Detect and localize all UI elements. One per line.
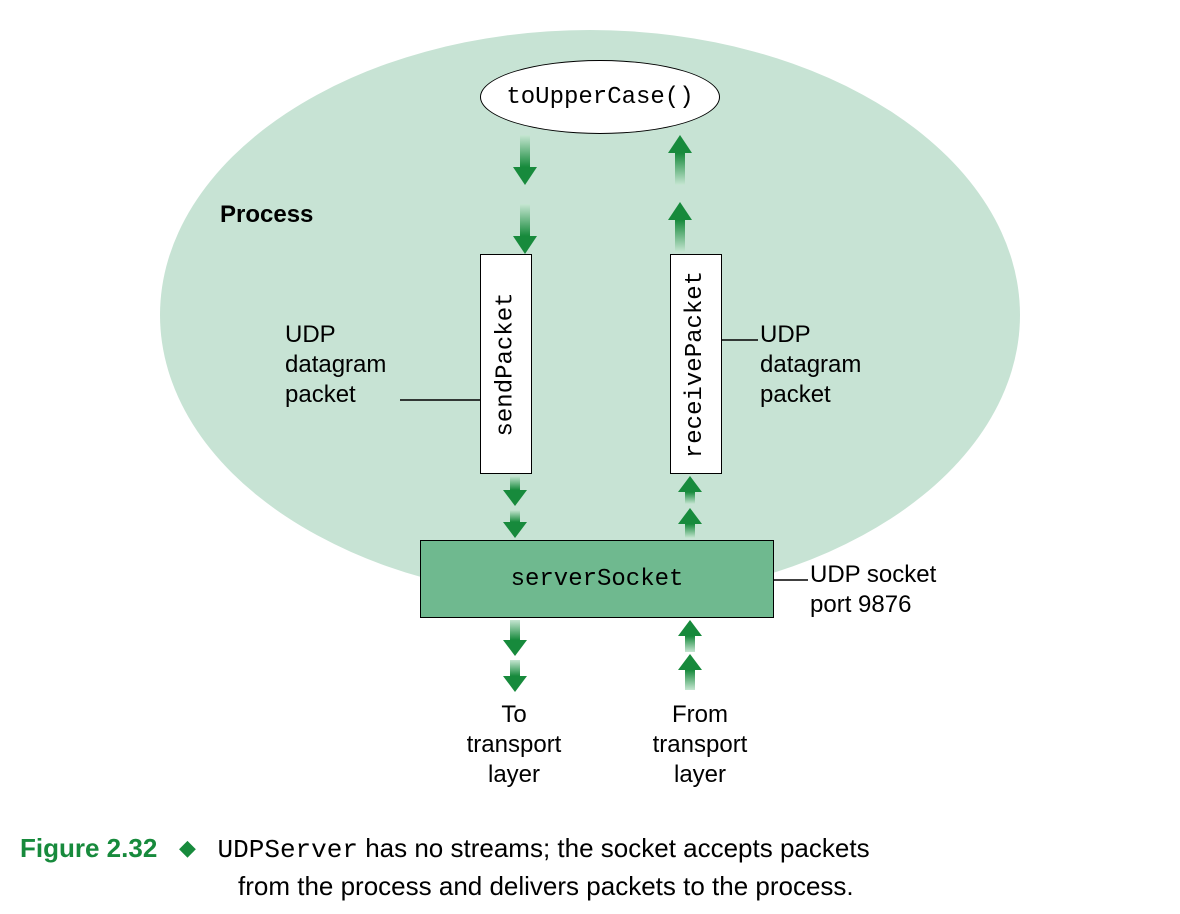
diagram-stage: toUpperCase() sendPacket receivePacket s… xyxy=(0,0,1180,914)
serversocket-label: serverSocket xyxy=(511,566,684,593)
from-transport-label: From transport layer xyxy=(640,700,760,790)
touppercase-label: toUpperCase() xyxy=(506,84,693,111)
caption-line1: has no streams; the socket accepts packe… xyxy=(358,833,870,863)
from-transport-text: From transport layer xyxy=(653,701,748,788)
process-label: Process xyxy=(220,200,313,230)
arrow-transport-to-socket xyxy=(678,620,702,690)
to-transport-label: To transport layer xyxy=(454,700,574,790)
figure-caption: Figure 2.32 ◆ UDPServer has no streams; … xyxy=(20,830,1160,905)
caption-line2: from the process and delivers packets to… xyxy=(20,868,1160,904)
receivepacket-label: receivePacket xyxy=(683,270,710,457)
receivepacket-node: receivePacket xyxy=(670,254,722,474)
figure-number: Figure 2.32 xyxy=(20,833,157,863)
udp-right-label: UDP datagram packet xyxy=(760,320,861,410)
socket-label-text: UDP socket port 9876 xyxy=(810,561,936,618)
socket-label: UDP socket port 9876 xyxy=(810,560,936,620)
serversocket-node: serverSocket xyxy=(420,540,774,618)
touppercase-node: toUpperCase() xyxy=(480,60,720,134)
caption-mono: UDPServer xyxy=(218,835,358,865)
diamond-icon: ◆ xyxy=(179,833,196,864)
sendpacket-node: sendPacket xyxy=(480,254,532,474)
udp-left-label: UDP datagram packet xyxy=(285,320,386,410)
sendpacket-label: sendPacket xyxy=(493,292,520,436)
process-label-text: Process xyxy=(220,201,313,228)
udp-left-text: UDP datagram packet xyxy=(285,321,386,408)
to-transport-text: To transport layer xyxy=(467,701,562,788)
udp-right-text: UDP datagram packet xyxy=(760,321,861,408)
arrow-socket-to-transport xyxy=(503,620,527,692)
